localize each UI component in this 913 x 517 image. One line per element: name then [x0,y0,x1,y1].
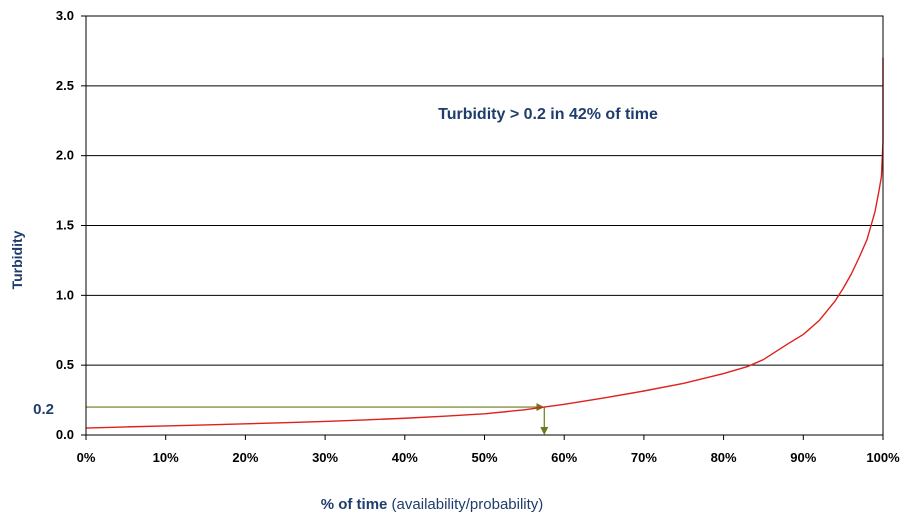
series-layer [85,57,884,429]
y-tick-label-3: 1.5 [56,218,74,233]
grid-lines [86,15,883,436]
x-tick-label-3: 30% [312,450,338,465]
threshold-guide [86,403,549,435]
threshold-label: 0.2 [33,401,54,418]
x-tick-label-1: 10% [153,450,179,465]
y-tick-label-6: 3.0 [56,8,74,23]
x-tick-label-7: 70% [631,450,657,465]
x-tick-label-4: 40% [392,450,418,465]
x-axis-label: % of time (availability/probability) [321,496,544,513]
series-line-0 [85,57,884,429]
x-axis-label-bold: % of time [321,496,388,513]
x-tick-label-5: 50% [471,450,497,465]
x-tick-label-6: 60% [551,450,577,465]
y-tick-label-0: 0.0 [56,427,74,442]
x-tick-label-2: 20% [232,450,258,465]
x-tick-label-0: 0% [77,450,96,465]
x-tick-label-8: 80% [711,450,737,465]
x-tick-label-9: 90% [790,450,816,465]
y-tick-label-5: 2.5 [56,78,74,93]
y-axis-ticks: 0.0 0.5 1.0 1.5 2.0 2.5 3.0 [56,8,86,442]
y-axis-label: Turbidity [9,230,25,289]
x-tick-label-10: 100% [866,450,900,465]
y-tick-label-4: 2.0 [56,148,74,163]
x-axis-label-rest: (availability/probability) [387,496,543,513]
y-tick-label-1: 0.5 [56,357,74,372]
x-axis-ticks: 0% 10% 20% 30% 40% 50% 60% 70% 80% 90% 100% [77,435,900,465]
y-tick-label-2: 1.0 [56,287,74,302]
annotation-text: Turbidity > 0.2 in 42% of time [438,106,658,123]
